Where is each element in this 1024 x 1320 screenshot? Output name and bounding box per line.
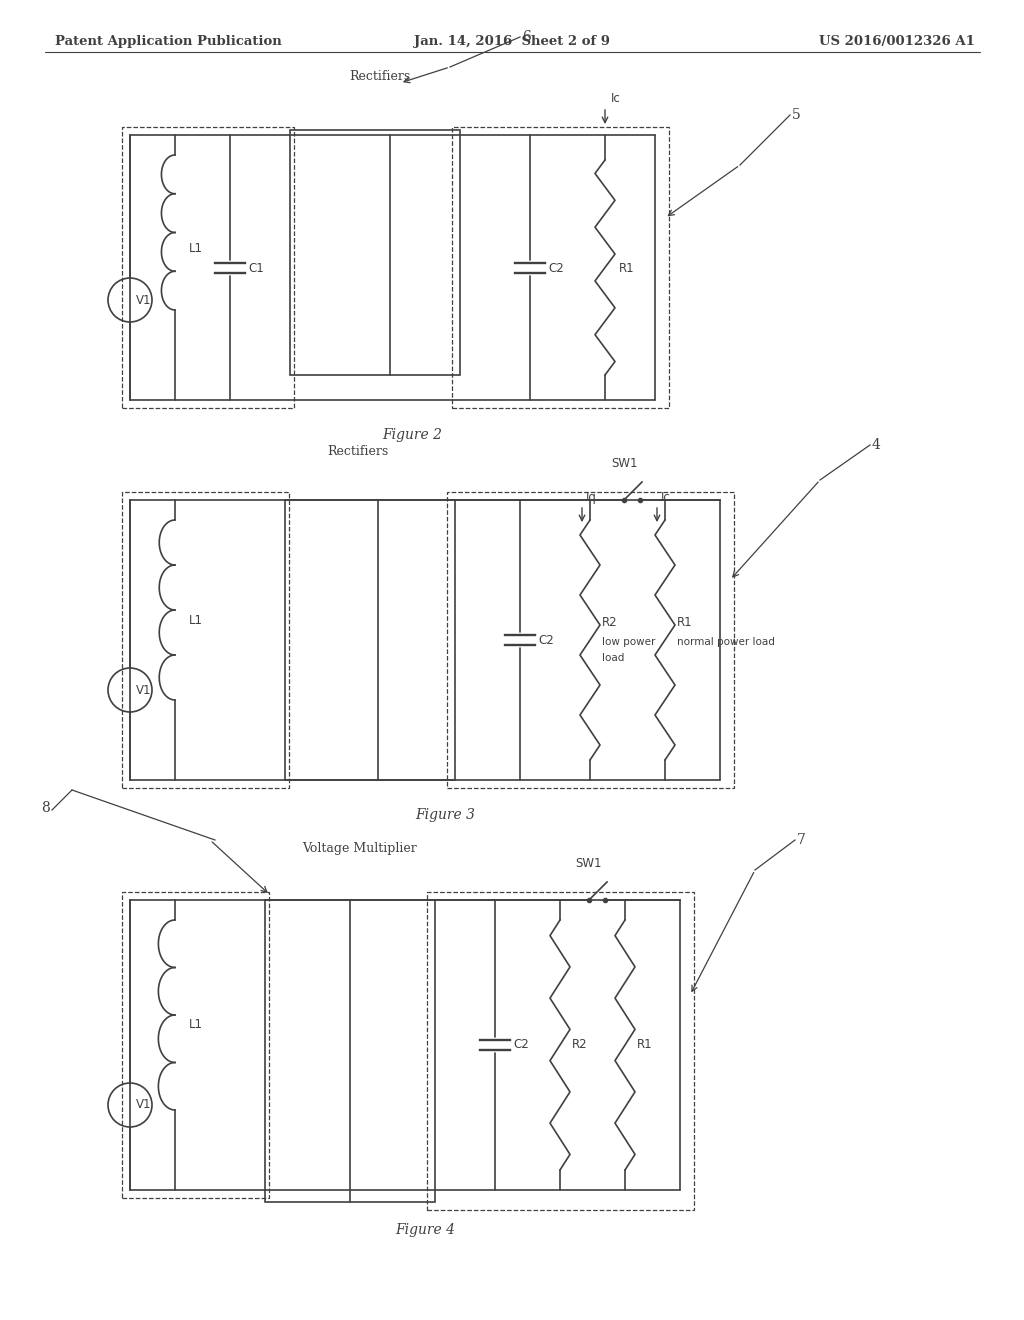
Text: L1: L1	[189, 1019, 203, 1031]
Text: Figure 4: Figure 4	[395, 1224, 455, 1237]
Bar	[447, 492, 734, 788]
Text: 7: 7	[797, 833, 806, 847]
Text: Ic: Ic	[662, 491, 671, 504]
Text: Voltage Multiplier: Voltage Multiplier	[303, 842, 418, 855]
Text: load: load	[602, 653, 625, 663]
Text: R2: R2	[572, 1039, 588, 1052]
Text: US 2016/0012326 A1: US 2016/0012326 A1	[819, 36, 975, 48]
Text: R2: R2	[602, 615, 617, 628]
Text: 5: 5	[792, 108, 801, 121]
Text: SW1: SW1	[610, 457, 637, 470]
Text: C2: C2	[513, 1039, 528, 1052]
Text: Figure 2: Figure 2	[382, 428, 442, 442]
Text: C1: C1	[248, 261, 264, 275]
Text: Figure 3: Figure 3	[415, 808, 475, 822]
Text: 4: 4	[872, 438, 881, 451]
Text: V1: V1	[136, 684, 152, 697]
Bar	[122, 892, 269, 1199]
Text: Rectifiers: Rectifiers	[328, 445, 389, 458]
Text: Ic: Ic	[611, 92, 621, 106]
Bar	[452, 127, 669, 408]
Bar	[427, 892, 694, 1210]
Text: 6: 6	[522, 30, 530, 44]
Text: R1: R1	[637, 1039, 652, 1052]
Text: C2: C2	[538, 634, 554, 647]
Text: R1: R1	[618, 261, 635, 275]
Text: low power: low power	[602, 638, 655, 647]
Bar	[285, 500, 455, 780]
Text: R1: R1	[677, 615, 692, 628]
Bar	[265, 900, 435, 1203]
Text: Rectifiers: Rectifiers	[349, 70, 411, 83]
Bar	[290, 129, 460, 375]
Text: 8: 8	[41, 801, 50, 814]
Text: C2: C2	[548, 261, 564, 275]
Text: L1: L1	[189, 242, 203, 255]
Text: Patent Application Publication: Patent Application Publication	[55, 36, 282, 48]
Bar	[122, 127, 294, 408]
Text: normal power load: normal power load	[677, 638, 775, 647]
Text: SW1: SW1	[575, 857, 602, 870]
Text: L1: L1	[189, 614, 203, 627]
Text: Iq: Iq	[586, 491, 597, 504]
Text: V1: V1	[136, 1098, 152, 1111]
Bar	[122, 492, 289, 788]
Text: Jan. 14, 2016  Sheet 2 of 9: Jan. 14, 2016 Sheet 2 of 9	[414, 36, 610, 48]
Text: V1: V1	[136, 293, 152, 306]
